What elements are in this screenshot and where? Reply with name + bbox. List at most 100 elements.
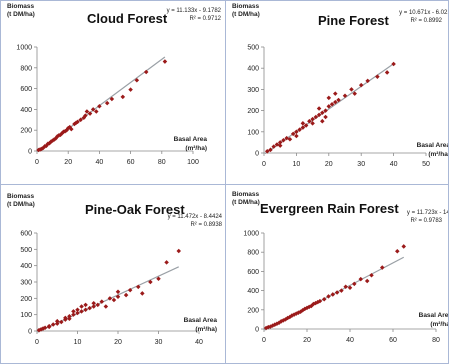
cloud-forest-panel: 0 200 400 600 800 1000 0 20 40 60 80 100 Biomass (t… — [0, 0, 226, 185]
data-point — [83, 302, 88, 308]
y-tick-label: 300 — [247, 87, 259, 94]
data-point — [50, 322, 56, 327]
data-point — [140, 291, 145, 296]
data-point — [115, 294, 121, 299]
y-tick-label: 100 — [247, 129, 259, 136]
x-axis-label-line1: Basal Area — [418, 312, 449, 319]
x-tick-label: 60 — [127, 159, 135, 166]
y-tick-label: 200 — [247, 108, 259, 115]
data-point — [63, 315, 68, 321]
y-tick-label: 200 — [20, 296, 32, 303]
data-point — [109, 96, 115, 102]
x-axis-label-line2: (m²/ha) — [185, 145, 207, 152]
regression-equation: y = 11.472x - 8.4424 R² = 0.8938 — [168, 213, 222, 229]
x-axis-label-line1: Basal Area — [183, 317, 217, 324]
x-tick-label: 40 — [195, 339, 203, 346]
data-point — [134, 78, 140, 83]
data-point — [290, 131, 296, 137]
x-axis-label-line1: Basal Area — [416, 142, 449, 149]
chart-title: Cloud Forest — [87, 11, 168, 26]
data-point — [375, 74, 380, 79]
evergreen-rain-forest-plot: 0 200 400 600 800 1000 0 20 40 60 80 — [243, 231, 440, 345]
data-point — [111, 297, 117, 303]
x-tick-label: 20 — [325, 161, 333, 168]
x-tick-label: 50 — [422, 161, 430, 168]
data-point — [323, 114, 328, 120]
equation-text: y = 10.671x - 6.0215 — [399, 10, 449, 16]
chart-title: Pine-Oak Forest — [85, 202, 185, 217]
x-tick-label: 100 — [187, 159, 199, 166]
equation-text: y = 11.723x - 14.52 — [406, 210, 449, 216]
x-axis-label: Basal Area (m²/ha) — [174, 135, 207, 153]
x-tick-label: 40 — [390, 161, 398, 168]
y-axis-label-line2: (t DM/ha) — [232, 199, 260, 206]
x-tick-label: 80 — [432, 337, 440, 344]
data-point — [330, 292, 336, 297]
data-point — [349, 87, 354, 92]
r-squared-text: R² = 0.9783 — [410, 218, 442, 224]
pine-oak-forest-plot: 0 100 200 300 400 500 600 0 10 20 30 40 — [20, 231, 203, 347]
data-point — [277, 140, 283, 145]
y-axis-label-line1: Biomass — [7, 3, 35, 10]
y-axis-label-line2: (t DM/ha) — [7, 11, 35, 18]
y-tick-label: 800 — [20, 65, 32, 72]
x-tick-label: 20 — [64, 159, 72, 166]
y-tick-label: 0 — [28, 329, 32, 336]
x-axis-label-line2: (m²/ha) — [428, 151, 449, 158]
data-point — [401, 244, 407, 249]
data-point — [326, 294, 331, 299]
regression-equation: y = 10.671x - 6.0215 R² = 0.8992 — [399, 9, 449, 25]
y-tick-label: 1000 — [16, 45, 32, 52]
y-tick-label: 0 — [255, 151, 259, 158]
x-tick-label: 10 — [293, 161, 301, 168]
x-axis-label: Basal Area (m²/ha) — [418, 311, 449, 329]
y-tick-label: 400 — [20, 263, 32, 270]
data-point — [320, 118, 325, 124]
data-point — [264, 149, 270, 154]
data-point — [287, 136, 293, 142]
data-point — [143, 69, 149, 75]
y-axis-label: Biomass (t DM/ha) — [232, 3, 260, 19]
data-point — [364, 278, 370, 284]
evergreen-rain-forest-panel: 0 200 400 600 800 1000 0 20 40 60 80 Biomass (t DM… — [225, 184, 449, 364]
data-point — [358, 82, 364, 88]
data-point — [123, 292, 129, 298]
trendline — [37, 266, 180, 333]
data-point — [316, 106, 322, 111]
data-point — [75, 307, 80, 313]
data-point — [97, 104, 102, 109]
y-tick-label: 200 — [20, 128, 32, 135]
data-point — [164, 260, 169, 265]
y-tick-label: 400 — [247, 66, 259, 73]
y-tick-label: 600 — [20, 86, 32, 93]
equation-text: y = 11.133x - 9.1782 — [166, 8, 221, 14]
r-squared-text: R² = 0.9712 — [189, 16, 221, 22]
y-tick-label: 500 — [20, 247, 32, 254]
data-point — [326, 95, 332, 101]
y-tick-label: 100 — [20, 312, 32, 319]
y-axis-label-line1: Biomass — [232, 3, 260, 10]
y-tick-label: 300 — [20, 280, 32, 287]
data-point — [79, 304, 84, 309]
pine-forest-plot: 0 100 200 300 400 500 0 10 20 30 40 50 — [247, 45, 430, 169]
data-point — [333, 91, 338, 96]
equation-text: y = 11.472x - 8.4424 — [167, 214, 222, 220]
data-point — [277, 143, 283, 148]
data-point — [99, 299, 105, 304]
y-tick-label: 1000 — [243, 231, 259, 238]
x-axis-label-line2: (m²/ha) — [195, 326, 217, 333]
pine-oak-forest-panel: 0 100 200 300 400 500 600 0 10 20 30 40 Biomass (t … — [0, 184, 226, 364]
data-point — [128, 87, 133, 92]
cloud-forest-plot: 0 200 400 600 800 1000 0 20 40 60 80 100 — [16, 45, 199, 167]
data-point — [156, 276, 161, 281]
x-tick-label: 20 — [303, 337, 311, 344]
x-tick-label: 20 — [114, 339, 122, 346]
data-point — [120, 94, 126, 100]
data-point — [103, 304, 109, 309]
x-tick-label: 0 — [262, 161, 266, 168]
y-axis-label-line1: Biomass — [232, 191, 260, 198]
data-point — [87, 305, 92, 311]
data-point — [297, 127, 302, 132]
x-tick-label: 0 — [35, 159, 39, 166]
y-axis-label: Biomass (t DM/ha) — [7, 193, 35, 209]
